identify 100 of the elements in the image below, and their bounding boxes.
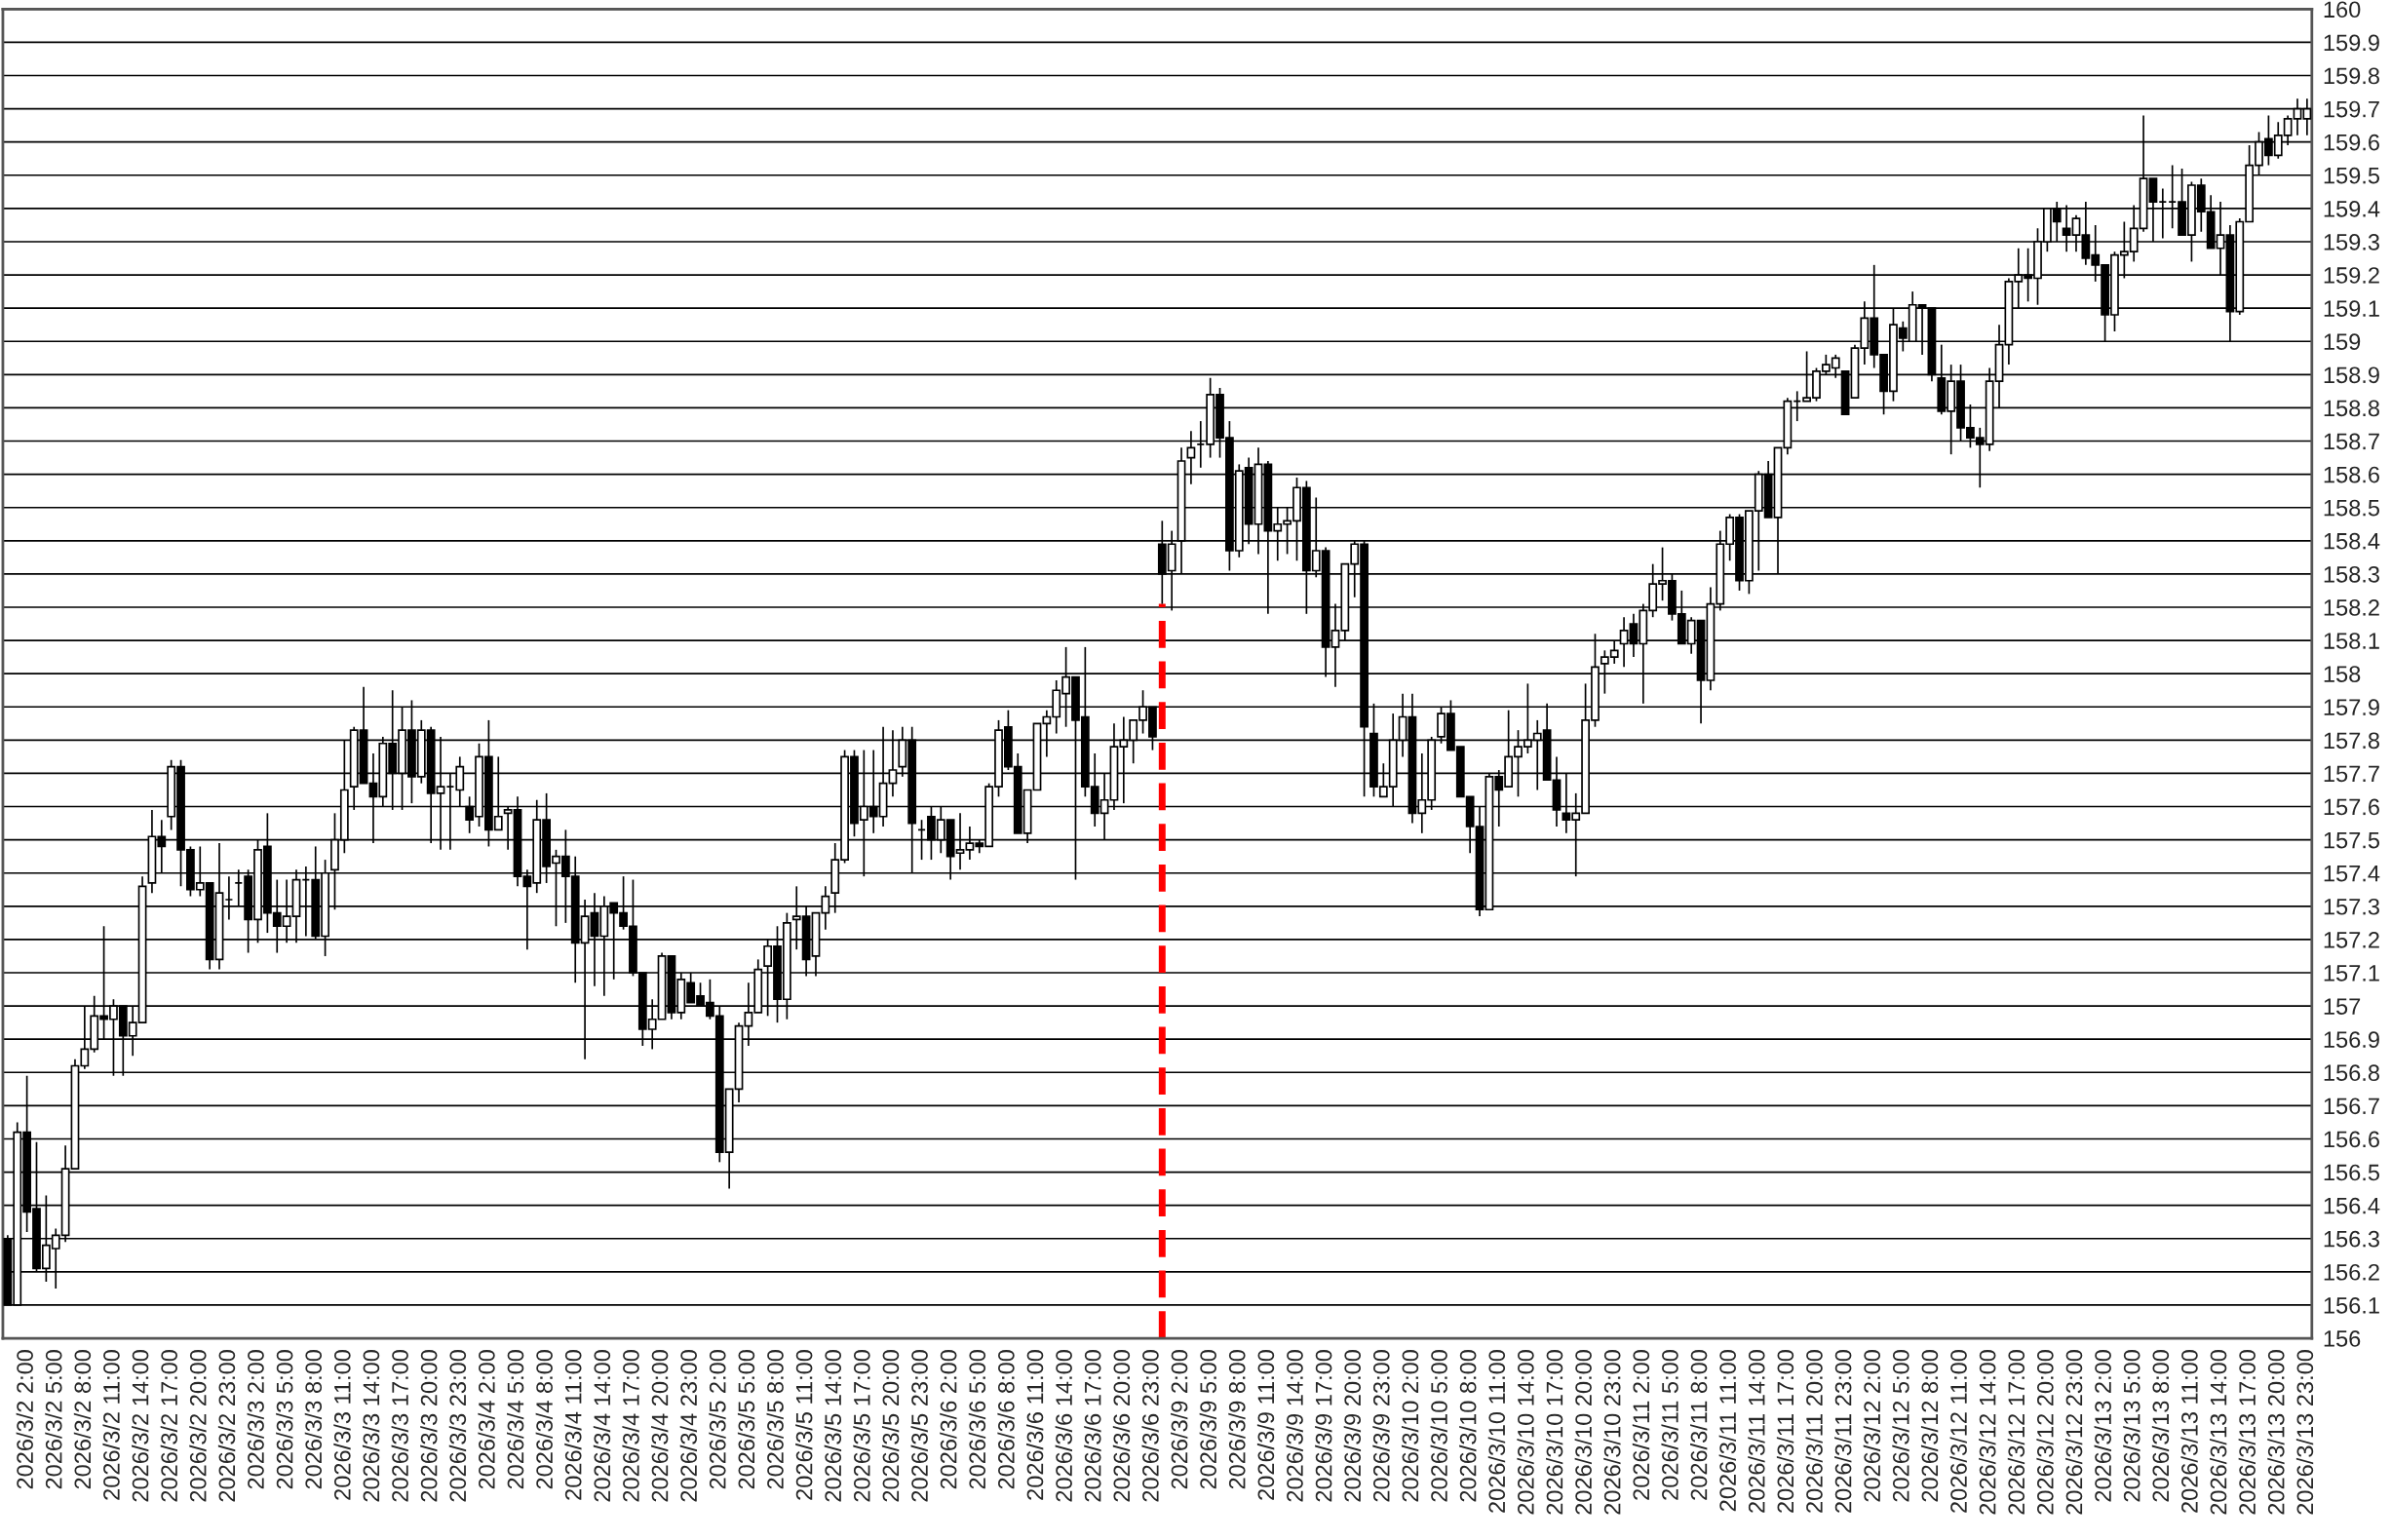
x-tick-label: 2026/3/13 5:00 bbox=[2123, 1350, 2140, 1502]
x-tick-label: 2026/3/6 8:00 bbox=[997, 1350, 1015, 1489]
x-tick-label: 2026/3/2 23:00 bbox=[217, 1350, 236, 1502]
x-tick-label: 2026/3/3 5:00 bbox=[276, 1350, 293, 1489]
y-tick-label: 156.8 bbox=[2324, 1064, 2379, 1082]
y-tick-label: 159.7 bbox=[2324, 100, 2379, 118]
y-tick-label: 156.5 bbox=[2324, 1164, 2380, 1181]
y-tick-label: 159.6 bbox=[2324, 134, 2379, 151]
y-tick-label: 157.5 bbox=[2324, 831, 2380, 849]
y-tick-label: 158 bbox=[2324, 666, 2361, 682]
x-tick-label: 2026/3/13 2:00 bbox=[2094, 1350, 2111, 1502]
x-tick-label: 2026/3/13 11:00 bbox=[2180, 1350, 2198, 1513]
x-tick-label: 2026/3/10 14:00 bbox=[1517, 1350, 1534, 1515]
y-tick-label: 158.9 bbox=[2324, 366, 2379, 384]
y-tick-label: 157.2 bbox=[2324, 931, 2379, 948]
x-tick-label: 2026/3/3 23:00 bbox=[448, 1350, 467, 1502]
x-tick-label: 2026/3/3 17:00 bbox=[391, 1350, 408, 1502]
x-tick-label: 2026/3/5 8:00 bbox=[766, 1350, 784, 1489]
x-tick-label: 2026/3/4 11:00 bbox=[564, 1350, 582, 1500]
x-tick-label: 2026/3/4 20:00 bbox=[651, 1350, 669, 1502]
y-tick-label: 159.2 bbox=[2324, 267, 2379, 284]
x-tick-label: 2026/3/2 2:00 bbox=[16, 1350, 33, 1489]
x-tick-label: 2026/3/2 11:00 bbox=[102, 1350, 120, 1500]
y-tick-label: 159.3 bbox=[2324, 234, 2379, 250]
x-tick-label: 2026/3/12 23:00 bbox=[2064, 1350, 2083, 1515]
x-tick-label: 2026/3/4 14:00 bbox=[593, 1350, 611, 1502]
y-tick-label: 156.7 bbox=[2324, 1097, 2379, 1115]
x-tick-label: 2026/3/6 14:00 bbox=[1055, 1350, 1072, 1502]
x-tick-label: 2026/3/4 17:00 bbox=[622, 1350, 639, 1502]
x-tick-label: 2026/3/9 5:00 bbox=[1199, 1350, 1216, 1489]
y-tick-label: 159.8 bbox=[2324, 67, 2379, 85]
x-tick-label: 2026/3/5 17:00 bbox=[853, 1350, 870, 1502]
y-tick-label: 159.5 bbox=[2324, 167, 2380, 184]
y-tick-label: 156.9 bbox=[2324, 1031, 2379, 1048]
x-tick-label: 2026/3/10 2:00 bbox=[1401, 1350, 1419, 1502]
x-tick-label: 2026/3/2 8:00 bbox=[73, 1350, 92, 1489]
y-tick-label: 157.3 bbox=[2324, 898, 2379, 915]
y-tick-label: 158.7 bbox=[2324, 433, 2379, 450]
y-tick-label: 158.6 bbox=[2324, 466, 2379, 483]
x-tick-label: 2026/3/11 2:00 bbox=[1632, 1350, 1650, 1500]
x-tick-label: 2026/3/3 11:00 bbox=[333, 1350, 351, 1500]
y-tick-label: 158.1 bbox=[2324, 633, 2379, 649]
x-tick-label: 2026/3/11 17:00 bbox=[1776, 1350, 1794, 1513]
x-tick-label: 2026/3/4 8:00 bbox=[535, 1350, 553, 1489]
x-tick-label: 2026/3/6 5:00 bbox=[968, 1350, 986, 1489]
x-tick-label: 2026/3/2 17:00 bbox=[160, 1350, 178, 1502]
x-tick-label: 2026/3/13 20:00 bbox=[2267, 1350, 2285, 1515]
x-tick-label: 2026/3/4 23:00 bbox=[679, 1350, 698, 1502]
x-tick-label: 2026/3/5 14:00 bbox=[824, 1350, 842, 1502]
y-tick-label: 157.1 bbox=[2324, 965, 2379, 982]
x-tick-label: 2026/3/6 11:00 bbox=[1025, 1350, 1044, 1500]
x-tick-label: 2026/3/12 14:00 bbox=[1979, 1350, 1996, 1515]
y-tick-label: 156.6 bbox=[2324, 1131, 2379, 1148]
x-tick-label: 2026/3/12 2:00 bbox=[1863, 1350, 1881, 1502]
x-tick-label: 2026/3/3 20:00 bbox=[420, 1350, 438, 1502]
x-tick-label: 2026/3/5 20:00 bbox=[881, 1350, 900, 1502]
x-tick-label: 2026/3/3 14:00 bbox=[362, 1350, 380, 1502]
x-tick-label: 2026/3/13 8:00 bbox=[2151, 1350, 2170, 1502]
x-tick-label: 2026/3/9 8:00 bbox=[1228, 1350, 1246, 1489]
x-tick-label: 2026/3/3 2:00 bbox=[247, 1350, 264, 1489]
y-tick-label: 158.8 bbox=[2324, 400, 2379, 417]
y-tick-label: 158.3 bbox=[2324, 565, 2379, 583]
x-tick-label: 2026/3/12 8:00 bbox=[1920, 1350, 1939, 1502]
y-tick-label: 156.1 bbox=[2324, 1297, 2379, 1314]
x-tick-label: 2026/3/13 17:00 bbox=[2238, 1350, 2256, 1515]
x-tick-label: 2026/3/11 20:00 bbox=[1805, 1350, 1823, 1513]
y-tick-label: 159 bbox=[2324, 333, 2361, 351]
y-tick-label: 157.6 bbox=[2324, 798, 2379, 816]
y-tick-label: 158.2 bbox=[2324, 599, 2379, 616]
x-tick-label: 2026/3/2 5:00 bbox=[45, 1350, 62, 1489]
y-tick-label: 156.2 bbox=[2324, 1263, 2379, 1281]
y-tick-label: 156 bbox=[2324, 1330, 2361, 1347]
x-tick-label: 2026/3/9 2:00 bbox=[1171, 1350, 1188, 1489]
x-tick-label: 2026/3/5 11:00 bbox=[795, 1350, 813, 1500]
x-tick-label: 2026/3/10 23:00 bbox=[1603, 1350, 1621, 1515]
y-tick-label: 157.7 bbox=[2324, 765, 2379, 783]
y-tick-label: 156.4 bbox=[2324, 1197, 2380, 1214]
y-tick-label: 159.1 bbox=[2324, 300, 2379, 317]
y-tick-label: 157.9 bbox=[2324, 699, 2379, 716]
x-tick-label: 2026/3/6 17:00 bbox=[1084, 1350, 1101, 1502]
x-tick-label: 2026/3/12 11:00 bbox=[1949, 1350, 1967, 1513]
x-tick-label: 2026/3/13 14:00 bbox=[2210, 1350, 2227, 1515]
x-tick-label: 2026/3/6 23:00 bbox=[1141, 1350, 1159, 1502]
x-tick-label: 2026/3/4 2:00 bbox=[478, 1350, 495, 1489]
x-tick-label: 2026/3/11 11:00 bbox=[1718, 1350, 1736, 1512]
x-tick-label: 2026/3/11 14:00 bbox=[1748, 1350, 1765, 1513]
x-tick-label: 2026/3/6 2:00 bbox=[940, 1350, 957, 1489]
y-tick-label: 157 bbox=[2324, 998, 2361, 1015]
x-tick-label: 2026/3/12 5:00 bbox=[1892, 1350, 1909, 1502]
y-tick-label: 157.4 bbox=[2324, 866, 2380, 882]
x-tick-label: 2026/3/2 14:00 bbox=[132, 1350, 149, 1502]
y-tick-label: 160 bbox=[2324, 1, 2361, 19]
y-tick-label: 159.4 bbox=[2324, 200, 2380, 217]
x-tick-label: 2026/3/11 23:00 bbox=[1834, 1350, 1852, 1513]
x-tick-label: 2026/3/9 23:00 bbox=[1372, 1350, 1390, 1502]
x-tick-label: 2026/3/5 2:00 bbox=[709, 1350, 726, 1489]
x-tick-label: 2026/3/5 5:00 bbox=[737, 1350, 755, 1489]
x-tick-label: 2026/3/10 20:00 bbox=[1574, 1350, 1592, 1515]
y-tick-label: 157.8 bbox=[2324, 732, 2379, 750]
x-tick-label: 2026/3/10 17:00 bbox=[1545, 1350, 1563, 1515]
